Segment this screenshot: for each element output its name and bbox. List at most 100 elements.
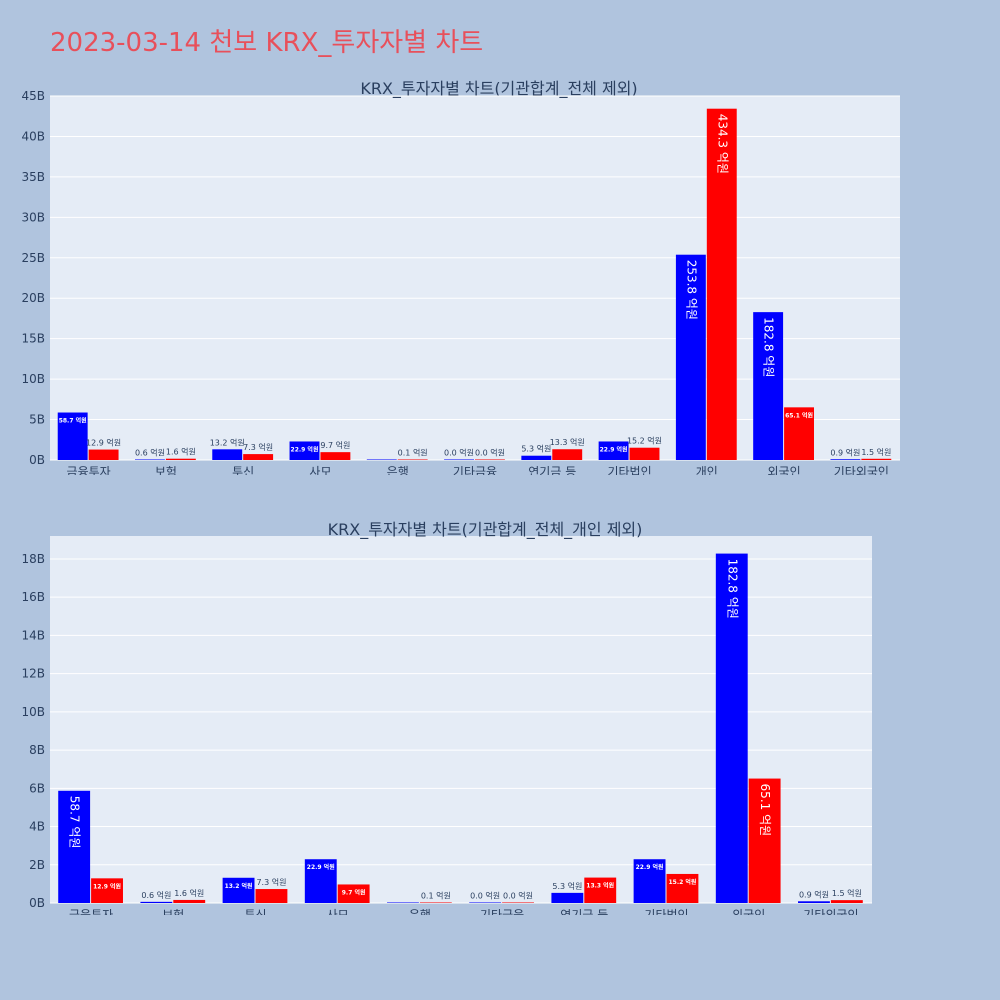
bar-sell: [748, 778, 781, 903]
bar-value-label: 13.2 억원: [225, 882, 253, 890]
bar-buy: [444, 459, 474, 460]
y-tick-label: 8B: [29, 743, 45, 757]
bar-value-label: 9.7 억원: [342, 888, 366, 896]
bar-value-label: 0.6 억원: [135, 448, 165, 458]
bar-buy: [753, 312, 784, 460]
bar-sell: [706, 108, 737, 460]
bar-value-label: 7.3 억원: [256, 877, 286, 887]
y-tick-label: 6B: [29, 781, 45, 795]
bar-buy: [521, 455, 552, 460]
bar-sell: [173, 899, 206, 903]
x-tick-label: 사모: [327, 908, 349, 915]
bar-value-label: 12.9 억원: [93, 882, 121, 890]
bar-value-label: 0.1 억원: [398, 448, 428, 458]
y-tick-label: 15B: [21, 332, 45, 346]
bar-sell: [88, 449, 119, 460]
bar-value-label: 1.6 억원: [166, 447, 196, 457]
bar-buy: [222, 877, 255, 903]
x-tick-label: 은행: [409, 907, 431, 915]
bar-value-label: 0.0 억원: [470, 891, 500, 901]
x-tick-label: 보험: [155, 465, 177, 475]
bar-value-label: 0.1 억원: [421, 891, 451, 901]
bar-value-label: 0.0 억원: [503, 891, 533, 901]
bar-buy: [289, 441, 320, 460]
bar-value-label: 15.2 억원: [627, 436, 662, 446]
bar-buy: [58, 790, 91, 903]
bar-sell: [320, 452, 351, 460]
x-tick-label: 연기금 등: [528, 465, 576, 475]
bar-sell: [666, 873, 699, 903]
y-tick-label: 16B: [21, 590, 45, 604]
bar-value-label: 0.6 억원: [141, 890, 171, 900]
bar-value-label: 1.5 억원: [832, 888, 862, 898]
bar-buy: [551, 892, 584, 903]
bar-value-label: 0.0 억원: [444, 448, 474, 458]
bar-value-label: 182.8 억원: [725, 559, 739, 619]
bar-value-label: 13.3 억원: [550, 437, 585, 447]
bar-value-label: 0.9 억원: [830, 447, 860, 457]
bar-buy: [798, 901, 830, 903]
x-tick-label: 기타금융: [453, 465, 497, 475]
x-tick-label: 기타법인: [644, 908, 688, 915]
x-tick-label: 외국인: [732, 908, 765, 915]
bar-value-label: 1.6 억원: [174, 888, 204, 898]
bar-sell: [552, 449, 583, 460]
bar-buy: [715, 553, 748, 903]
y-tick-label: 10B: [21, 705, 45, 719]
bar-sell: [784, 407, 814, 460]
bar-value-label: 65.1 억원: [758, 784, 772, 837]
bar-value-label: 0.9 억원: [799, 889, 829, 899]
bar-sell: [165, 458, 196, 460]
bar-sell: [419, 902, 452, 903]
bar-buy: [304, 859, 337, 903]
bar-value-label: 22.9 억원: [307, 863, 335, 871]
x-tick-label: 기타외국인: [803, 908, 858, 915]
x-tick-label: 연기금 등: [560, 908, 608, 915]
bar-value-label: 1.5 억원: [861, 447, 891, 457]
y-tick-label: 0B: [29, 453, 45, 467]
chart-title: KRX_투자자별 차트(기관합계_전체_개인 제외): [328, 520, 643, 540]
y-tick-label: 35B: [21, 170, 45, 184]
y-tick-label: 12B: [21, 667, 45, 681]
bar-sell: [502, 902, 534, 903]
bar-buy: [469, 902, 502, 903]
bar-sell: [475, 459, 505, 460]
x-tick-label: 외국인: [768, 465, 801, 475]
bar-buy: [633, 859, 666, 903]
bar-value-label: 22.9 억원: [636, 863, 664, 871]
bar-value-label: 5.3 억원: [552, 881, 582, 891]
bar-chart-2: KRX_투자자별 차트(기관합계_전체_개인 제외) 0B 2B 4B 6B 8B 10B 1…: [21, 520, 872, 915]
bar-buy: [387, 902, 419, 903]
x-tick-label: 기타외국인: [834, 465, 889, 475]
bar-value-label: 58.7 억원: [59, 417, 87, 425]
bar-chart-1: KRX_투자자별 차트(기관합계_전체 제외) 0B 5B 10B 15B 20B 25B 3…: [21, 79, 900, 475]
bar-value-label: 58.7 억원: [68, 796, 82, 849]
bar-value-label: 5.3 억원: [521, 444, 551, 454]
x-tick-label: 사모: [309, 465, 331, 475]
bar-sell: [397, 459, 428, 460]
bar-buy: [830, 459, 861, 460]
bar-value-label: 15.2 억원: [668, 878, 696, 886]
y-tick-label: 45B: [21, 89, 45, 103]
x-tick-label: 은행: [387, 464, 409, 475]
bar-sell: [584, 877, 617, 903]
bar-value-label: 22.9 억원: [600, 445, 628, 453]
y-tick-label: 4B: [29, 820, 45, 834]
y-tick-label: 30B: [21, 210, 45, 224]
bar-value-label: 65.1 억원: [785, 411, 813, 419]
bar-value-label: 0.0 억원: [475, 448, 505, 458]
bar-buy: [675, 254, 706, 460]
y-tick-label: 0B: [29, 896, 45, 910]
bar-sell: [830, 900, 863, 903]
x-tick-label: 보험: [162, 908, 184, 915]
bar-buy: [598, 441, 629, 460]
y-tick-label: 10B: [21, 372, 45, 386]
y-tick-label: 18B: [21, 552, 45, 566]
bar-value-label: 253.8 억원: [684, 260, 698, 320]
y-tick-label: 5B: [29, 413, 45, 427]
x-tick-label: 금융투자: [67, 465, 111, 475]
bar-value-label: 13.2 억원: [210, 437, 245, 447]
page-title: 2023-03-14 천보 KRX_투자자별 차트: [50, 28, 484, 58]
bar-sell: [861, 458, 892, 460]
bar-value-label: 434.3 억원: [715, 114, 729, 174]
